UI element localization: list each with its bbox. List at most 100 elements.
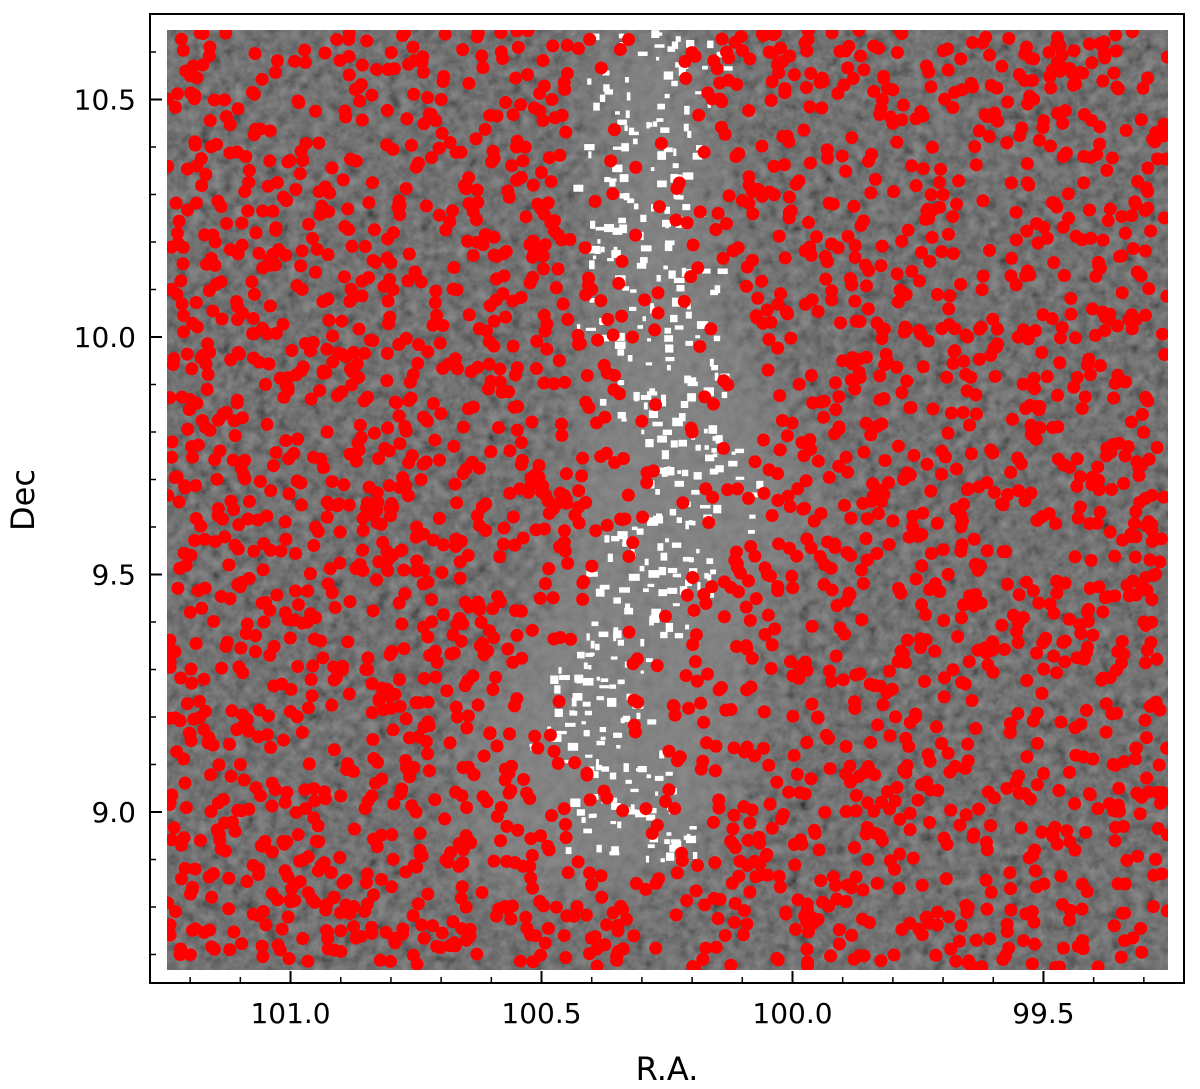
scatter-point [689,628,703,642]
scatter-point [430,655,444,669]
scatter-point [500,855,514,869]
scatter-point [167,352,181,366]
filament-speck [611,846,619,856]
scatter-point [551,262,565,276]
scatter-point [370,755,384,769]
scatter-point [579,288,593,302]
scatter-point [170,87,184,101]
scatter-point [959,328,973,342]
filament-speck [684,105,690,115]
scatter-point [576,592,590,606]
scatter-point [787,68,801,82]
filament-speck [604,535,610,543]
scatter-point [797,123,811,137]
scatter-point [361,651,375,665]
scatter-point [930,918,944,932]
scatter-point [421,630,435,644]
filament-speck [585,652,594,657]
scatter-point [192,694,206,708]
filament-speck [709,468,719,475]
scatter-point [515,651,529,665]
scatter-point [1000,577,1014,591]
scatter-point [877,487,891,501]
scatter-point [824,674,838,688]
filament-speck [706,558,714,564]
scatter-point [935,245,949,259]
filament-speck [647,338,651,342]
filament-speck [672,417,683,427]
scatter-point [382,479,396,493]
scatter-point [806,396,820,410]
scatter-point [697,145,711,159]
filament-speck [657,435,667,443]
scatter-point [969,158,983,172]
scatter-point [333,556,347,570]
filament-speck [586,571,593,577]
scatter-point [1139,308,1153,322]
scatter-point [953,818,967,832]
scatter-point [514,458,528,472]
filament-speck [639,565,645,572]
x-tick-label: 101.0 [250,997,330,1030]
scatter-point [923,254,937,268]
scatter-point [521,68,535,82]
scatter-point [1018,74,1032,88]
scatter-point [904,400,918,414]
scatter-point [1061,187,1075,201]
scatter-point [765,821,779,835]
scatter-point [987,485,1001,499]
scatter-point [458,595,472,609]
scatter-point [791,482,805,496]
scatter-point [404,138,418,152]
scatter-point [223,243,237,257]
scatter-point [838,44,852,58]
scatter-point [456,617,470,631]
scatter-point [493,595,507,609]
filament-speck [633,203,639,210]
scatter-point [765,75,779,89]
scatter-point [237,468,251,482]
filament-speck [673,148,677,156]
scatter-point [576,451,590,465]
scatter-point [984,78,998,92]
filament-speck [702,268,711,274]
scatter-point [1155,867,1168,881]
scatter-point [1049,666,1063,680]
scatter-point [358,346,372,360]
scatter-point [1144,636,1158,650]
scatter-point [1003,866,1017,880]
scatter-point [981,658,995,672]
scatter-point [1069,77,1083,91]
scatter-point [307,782,321,796]
scatter-point [570,900,584,914]
scatter-point [174,274,188,288]
scatter-point [651,306,665,320]
scatter-point [381,421,395,435]
scatter-point [929,720,943,734]
scatter-point [852,770,866,784]
scatter-point [698,898,712,912]
scatter-point [409,696,423,710]
scatter-point [746,207,760,221]
scatter-point [537,522,551,536]
scatter-point [517,772,531,786]
scatter-point [499,95,513,109]
scatter-point [392,672,406,686]
scatter-point [247,351,261,365]
scatter-point [296,360,310,374]
scatter-point [940,42,954,56]
filament-speck [626,809,637,815]
filament-speck [689,826,697,830]
scatter-point [1098,324,1112,338]
scatter-point [559,831,573,845]
scatter-point [321,577,335,591]
filament-speck [681,469,689,477]
scatter-point [571,855,585,869]
scatter-point [179,558,193,572]
scatter-point [841,61,855,75]
scatter-point [935,736,949,750]
filament-speck [685,520,689,530]
scatter-point [696,754,710,768]
filament-speck [612,146,622,150]
scatter-point [1160,904,1168,918]
